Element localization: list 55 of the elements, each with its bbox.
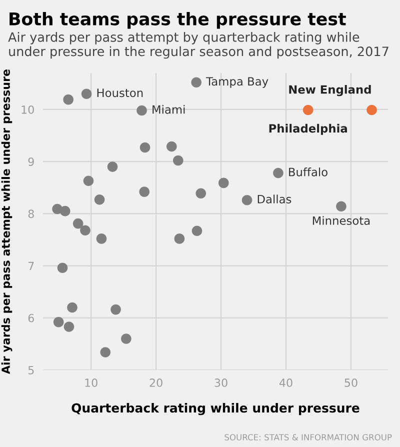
y-tick-label: 5 — [28, 366, 34, 374]
point — [242, 194, 252, 206]
y-tick-label: 9 — [28, 158, 34, 166]
source-note: SOURCE: STATS & INFORMATION GROUP — [224, 434, 392, 440]
y-tick-label: 7 — [28, 262, 34, 270]
point — [196, 188, 206, 199]
point — [192, 226, 202, 236]
point — [100, 347, 111, 358]
point — [72, 218, 84, 229]
x-tick-label: 20 — [150, 378, 162, 387]
point — [63, 94, 74, 105]
point — [174, 234, 185, 244]
point — [96, 234, 107, 244]
point — [94, 194, 105, 205]
x-tick-label: 50 — [344, 378, 358, 387]
point — [83, 176, 94, 186]
point — [57, 262, 68, 274]
annotation: New England — [289, 84, 371, 96]
y-axis-title: Air yards per pass attempt while under pressure — [1, 69, 12, 374]
point — [107, 162, 118, 172]
point — [218, 178, 229, 188]
annotation: Miami — [152, 105, 185, 114]
point — [121, 334, 132, 344]
point — [67, 302, 78, 313]
annotation: Buffalo — [289, 168, 328, 176]
annotation: Dallas — [258, 194, 292, 204]
point — [81, 88, 92, 99]
point — [60, 206, 70, 216]
point — [80, 225, 90, 236]
point — [191, 77, 202, 88]
point — [166, 141, 177, 152]
point — [53, 316, 64, 328]
point — [336, 201, 346, 212]
point — [366, 104, 377, 116]
x-axis-title: Quarterback rating while under pressure — [72, 402, 360, 416]
y-tick-label: 10 — [22, 105, 34, 114]
point — [273, 168, 284, 178]
point — [110, 304, 121, 315]
x-tick-label: 10 — [85, 378, 98, 387]
annotation: Tampa Bay — [206, 77, 268, 88]
x-tick-label: 40 — [279, 378, 292, 387]
annotation: Minnesota — [312, 216, 370, 225]
y-tick-label: 6 — [28, 314, 34, 322]
chart-subtitle: Air yards per pass attempt by quarterback rating while under pressure in the regular season and postseason, 2017 — [8, 32, 388, 59]
point — [136, 105, 147, 116]
point — [139, 186, 150, 197]
y-tick-label: 8 — [28, 210, 34, 218]
chart-title: Both teams pass the pressure test — [10, 12, 346, 29]
x-tick-label: 30 — [214, 378, 228, 387]
annotation: Philadelphia — [269, 124, 347, 135]
point — [302, 104, 314, 116]
point — [64, 322, 74, 332]
annotation: Houston — [97, 88, 143, 98]
point — [172, 155, 184, 166]
point — [140, 142, 150, 153]
